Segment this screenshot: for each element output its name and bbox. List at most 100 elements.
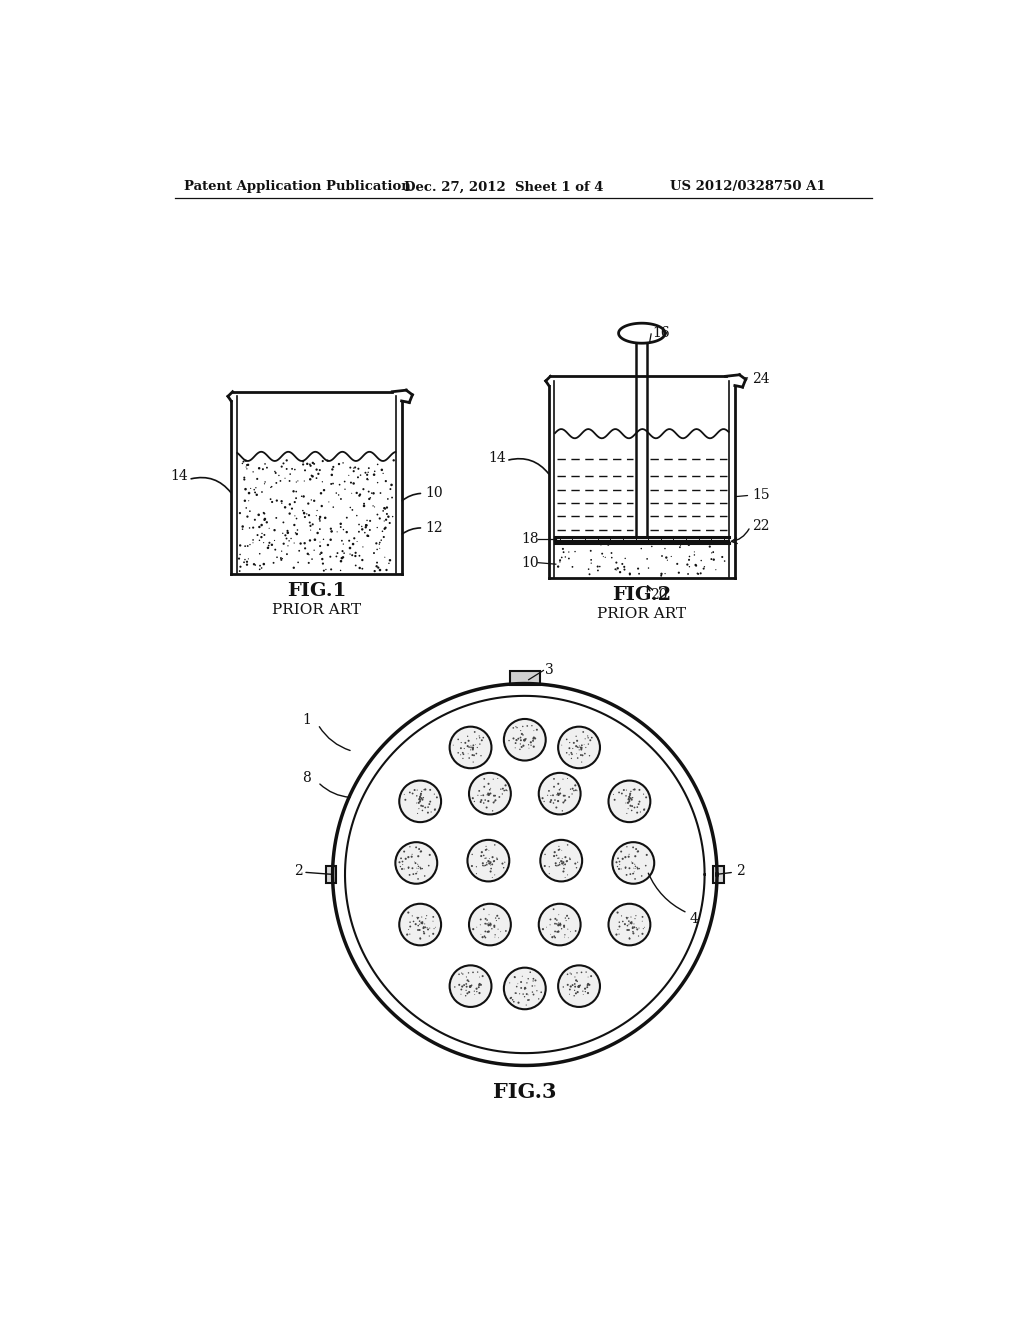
Point [551, 836, 567, 857]
Point [309, 523, 326, 544]
Text: 10: 10 [425, 486, 442, 500]
Point [461, 982, 477, 1003]
Point [454, 962, 470, 983]
Point [570, 737, 587, 758]
Point [353, 516, 370, 537]
Point [341, 531, 357, 552]
Point [332, 474, 348, 495]
Point [409, 785, 425, 807]
Point [463, 975, 479, 997]
Point [555, 861, 571, 882]
Point [367, 461, 383, 482]
Point [471, 982, 487, 1003]
Text: Dec. 27, 2012  Sheet 1 of 4: Dec. 27, 2012 Sheet 1 of 4 [403, 181, 603, 194]
Circle shape [539, 774, 581, 814]
Point [323, 529, 339, 550]
Point [543, 792, 559, 813]
Point [471, 973, 487, 994]
Point [508, 730, 524, 751]
Point [519, 973, 536, 994]
Point [366, 465, 382, 486]
Point [396, 858, 413, 879]
Point [624, 789, 640, 810]
Point [275, 512, 292, 533]
Point [527, 970, 544, 991]
Point [608, 924, 625, 945]
Text: 10: 10 [521, 556, 540, 570]
Point [623, 907, 639, 928]
Point [622, 928, 638, 949]
Point [309, 500, 326, 521]
Point [618, 803, 635, 824]
Point [329, 546, 345, 568]
Point [394, 854, 411, 875]
Point [508, 982, 524, 1003]
Point [483, 919, 500, 940]
Point [489, 906, 506, 927]
Circle shape [469, 904, 511, 945]
Point [659, 549, 676, 570]
Point [624, 800, 640, 821]
Point [245, 517, 261, 539]
Point [484, 800, 501, 821]
Point [481, 779, 498, 800]
Point [541, 863, 557, 884]
Point [559, 974, 575, 995]
Point [311, 459, 328, 480]
Point [518, 978, 535, 999]
Point [568, 743, 585, 764]
Point [482, 777, 499, 799]
Point [422, 791, 438, 812]
Point [482, 916, 499, 937]
Point [569, 970, 586, 991]
Point [605, 784, 622, 805]
Point [308, 459, 325, 480]
Point [540, 785, 556, 807]
Point [636, 799, 652, 820]
Point [567, 983, 584, 1005]
Point [515, 725, 531, 746]
Point [297, 537, 313, 558]
Point [580, 973, 596, 994]
Point [568, 726, 585, 747]
Point [347, 457, 364, 478]
Point [505, 717, 521, 738]
Point [481, 853, 498, 874]
Point [554, 734, 570, 755]
Point [549, 909, 565, 931]
Point [268, 473, 285, 494]
Point [456, 738, 472, 759]
Point [299, 503, 315, 524]
Point [562, 975, 579, 997]
Point [279, 544, 295, 565]
Point [672, 537, 688, 558]
Point [400, 858, 417, 879]
Point [469, 961, 485, 982]
Point [590, 556, 606, 577]
Point [631, 793, 647, 814]
Point [572, 744, 589, 766]
Point [550, 915, 566, 936]
Point [237, 536, 253, 557]
Point [417, 866, 433, 887]
Point [620, 907, 636, 928]
Point [425, 911, 441, 932]
Point [472, 915, 488, 936]
Point [480, 912, 497, 933]
Point [631, 917, 647, 939]
Point [476, 925, 493, 946]
Point [485, 785, 502, 807]
Point [556, 791, 572, 812]
Point [546, 776, 562, 797]
Point [560, 908, 577, 929]
Point [460, 970, 476, 991]
Point [632, 801, 648, 822]
Point [288, 523, 304, 544]
Point [555, 792, 571, 813]
Point [348, 482, 365, 503]
Point [346, 528, 362, 549]
Point [617, 846, 634, 867]
Text: 15: 15 [752, 488, 769, 503]
Point [634, 866, 650, 887]
Point [487, 924, 504, 945]
